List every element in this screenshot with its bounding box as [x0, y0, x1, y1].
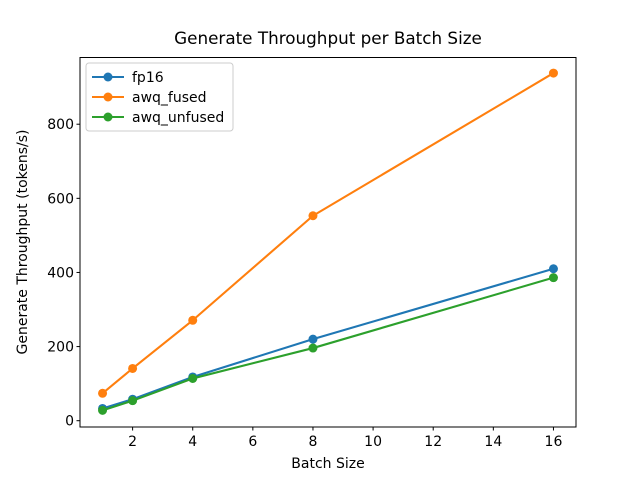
series-line-awq_unfused [101, 276, 555, 412]
legend-label-fp16: fp16 [132, 70, 164, 86]
x-tick-label: 8 [309, 434, 318, 450]
data-point-awq_fused [128, 363, 138, 373]
y-tick-label: 800 [47, 117, 74, 133]
x-tick-label: 16 [545, 434, 563, 450]
y-tick-label: 200 [47, 340, 74, 356]
legend-label-awq_unfused: awq_unfused [132, 110, 224, 126]
x-tick-label: 4 [188, 434, 197, 450]
legend-frame [85, 62, 234, 132]
y-axis-label: Generate Throughput (tokens/s) [15, 130, 31, 355]
data-point-awq_fused [188, 315, 198, 325]
data-point-fp16 [548, 264, 558, 274]
data-point-awq_unfused [308, 343, 318, 353]
x-tick-label: 6 [248, 434, 257, 450]
data-point-awq_unfused [548, 273, 558, 283]
y-tick-label: 600 [47, 191, 74, 207]
legend-sample-marker-awq_fused [103, 92, 113, 102]
data-point-awq_unfused [188, 373, 198, 383]
y-tick-label: 0 [65, 414, 74, 430]
x-tick-label: 12 [424, 434, 442, 450]
legend-label-awq_fused: awq_fused [132, 90, 207, 106]
data-point-awq_unfused [98, 405, 108, 415]
plot-area: 2 4 6 8 10 12 14 16 0 200 400 600 800 [47, 57, 577, 450]
data-point-awq_fused [98, 388, 108, 398]
legend: fp16 awq_fused awq_unfused [85, 62, 234, 132]
legend-sample-marker-fp16 [103, 72, 113, 82]
y-tick-label: 400 [47, 265, 74, 281]
x-tick-label: 14 [484, 434, 502, 450]
data-point-awq_fused [548, 68, 558, 78]
chart-title: Generate Throughput per Batch Size [174, 28, 482, 48]
axes-frame [79, 57, 577, 428]
data-point-fp16 [308, 334, 318, 344]
data-point-awq_fused [308, 211, 318, 221]
data-point-awq_unfused [128, 396, 138, 406]
x-axis-label: Batch Size [291, 456, 364, 472]
legend-sample-marker-awq_unfused [103, 112, 113, 122]
x-tick-label: 10 [364, 434, 382, 450]
x-tick-label: 2 [128, 434, 137, 450]
